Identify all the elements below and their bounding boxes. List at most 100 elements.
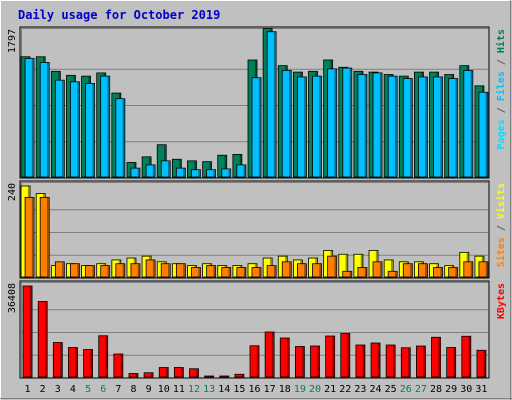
- bar-shade: [168, 264, 170, 277]
- bar-shade: [196, 369, 199, 377]
- legend-entry: Pages: [496, 119, 507, 149]
- bar-kbytes-day-11: [173, 367, 184, 378]
- bar-files-day-4: [70, 81, 80, 178]
- bar-fill: [372, 261, 383, 278]
- bar-shade: [390, 260, 393, 277]
- bar-shade: [302, 347, 304, 377]
- bar-shade: [150, 373, 153, 377]
- bar-shade: [29, 286, 32, 377]
- x-label-day-27: 27: [415, 384, 427, 395]
- bar-shade: [62, 262, 64, 277]
- bar-fill: [433, 267, 443, 278]
- bar-shade: [243, 268, 246, 277]
- bar-fill: [342, 270, 353, 278]
- y-max-label: 36408: [7, 283, 18, 313]
- bar-shade: [408, 348, 410, 377]
- bar-kbytes-day-2: [37, 301, 48, 378]
- bar-shade: [198, 170, 201, 177]
- bar-kbytes-day-25: [385, 344, 396, 378]
- bar-fill: [24, 57, 35, 178]
- bar-fill: [204, 375, 215, 378]
- bar-files-day-17: [266, 31, 277, 178]
- bar-files-day-15: [236, 164, 247, 178]
- bar-shade: [135, 374, 138, 377]
- bar-shade: [360, 254, 363, 277]
- bar-shade: [152, 165, 155, 177]
- bar-shade: [362, 345, 365, 377]
- bar-fill: [357, 74, 368, 178]
- bar-shade: [77, 264, 80, 277]
- bar-sites-day-19: [296, 263, 307, 278]
- legend-entry: /: [496, 53, 507, 71]
- bar-fill: [221, 267, 232, 278]
- bar-files-day-14: [221, 168, 232, 178]
- bar-kbytes-day-15: [234, 373, 245, 378]
- bar-kbytes-day-24: [370, 342, 381, 378]
- bar-fill: [249, 345, 260, 378]
- bar-files-day-29: [448, 78, 459, 178]
- bar-fill: [54, 79, 65, 178]
- bar-shade: [334, 256, 337, 277]
- bar-sites-day-22: [342, 270, 353, 278]
- legend-kbytes: KBytes: [496, 283, 507, 319]
- x-label-day-5: 5: [85, 384, 91, 395]
- bar-fill: [448, 78, 459, 178]
- bar-fill: [115, 263, 126, 278]
- bar-shade: [271, 332, 274, 377]
- bar-files-day-30: [463, 70, 474, 178]
- x-label-day-13: 13: [203, 384, 215, 395]
- x-label-day-28: 28: [430, 384, 442, 395]
- bar-shade: [120, 354, 123, 377]
- bar-shade: [77, 82, 80, 177]
- bar-kbytes-day-19: [294, 346, 305, 378]
- bar-sites-day-17: [266, 265, 277, 278]
- bar-kbytes-day-14: [219, 375, 230, 378]
- bar-kbytes-day-13: [204, 375, 215, 378]
- bar-sites-day-7: [115, 263, 126, 278]
- bar-shade: [31, 197, 34, 277]
- bar-fill: [52, 342, 63, 378]
- bar-shade: [46, 197, 49, 277]
- bar-fill: [385, 344, 396, 378]
- bar-shade: [483, 350, 486, 377]
- bar-kbytes-day-3: [52, 342, 63, 378]
- bar-shade: [107, 266, 110, 277]
- bar-shade: [166, 368, 168, 377]
- x-label-day-22: 22: [339, 384, 351, 395]
- bar-shade: [258, 268, 261, 277]
- bar-kbytes-day-22: [340, 333, 351, 378]
- bar-fill: [206, 265, 217, 278]
- bar-shade: [168, 161, 170, 177]
- bar-kbytes-day-16: [249, 345, 260, 378]
- bar-fill: [115, 98, 126, 178]
- bar-fill: [158, 367, 169, 378]
- bar-kbytes-day-1: [22, 285, 33, 378]
- bar-fill: [98, 335, 109, 378]
- x-label-day-12: 12: [188, 384, 200, 395]
- bar-sites-day-6: [100, 265, 111, 278]
- bar-files-day-20: [312, 75, 322, 178]
- chart-title: Daily usage for October 2019: [18, 8, 220, 22]
- bar-fill: [39, 196, 50, 278]
- panel-kbytes: 36408 KBytes: [7, 280, 507, 379]
- bar-shade: [485, 262, 488, 277]
- bar-fill: [221, 168, 232, 178]
- bar-fill: [448, 267, 459, 278]
- bar-fill: [264, 331, 275, 378]
- bar-fill: [433, 76, 443, 178]
- bar-fill: [310, 345, 320, 378]
- bar-fill: [175, 263, 186, 278]
- bar-kbytes-day-4: [68, 347, 78, 378]
- bar-kbytes-day-10: [158, 367, 169, 378]
- bar-files-day-6: [100, 75, 111, 178]
- x-label-day-24: 24: [370, 384, 382, 395]
- bar-shade: [31, 58, 34, 177]
- bar-sites-day-23: [357, 267, 368, 278]
- bar-fill: [68, 347, 78, 378]
- x-label-day-26: 26: [400, 384, 412, 395]
- bar-files-day-18: [281, 70, 292, 178]
- bar-sites-day-12: [191, 267, 201, 278]
- bar-sites-day-2: [39, 196, 50, 278]
- bar-shade: [332, 336, 335, 377]
- bar-fill: [327, 68, 338, 178]
